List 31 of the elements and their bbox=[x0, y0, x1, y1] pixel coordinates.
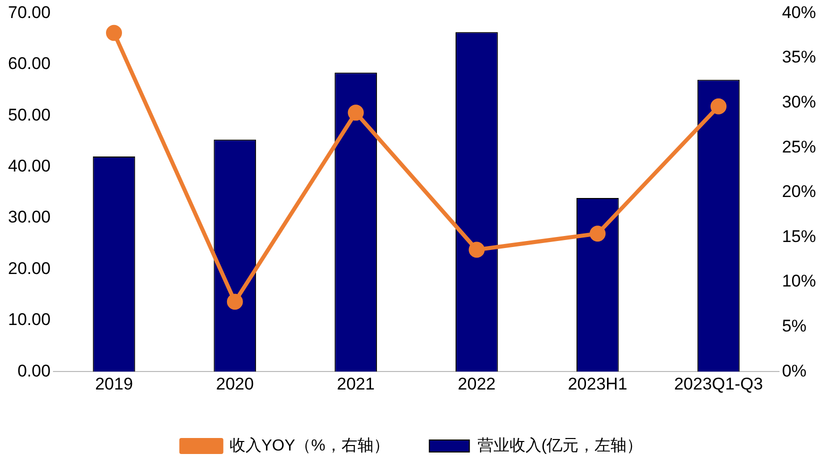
y-tick-label: 50.00 bbox=[8, 105, 51, 124]
x-tick-label: 2021 bbox=[336, 374, 375, 394]
point bbox=[590, 226, 606, 242]
y2-tick-label: 0% bbox=[782, 361, 807, 380]
x-tick-label: 2022 bbox=[458, 374, 496, 394]
point bbox=[348, 104, 364, 121]
point bbox=[710, 98, 727, 114]
y-tick-label: 10.00 bbox=[8, 310, 51, 330]
y2-tick-label: 15% bbox=[782, 226, 816, 246]
x-tick-label: 2019 bbox=[95, 374, 133, 394]
y-tick-label: 30.00 bbox=[8, 208, 51, 227]
y2-tick-label: 35% bbox=[782, 48, 816, 67]
y2-tick-label: 5% bbox=[782, 316, 807, 336]
y2-tick-label: 10% bbox=[782, 272, 816, 291]
x-tick-label: 2023H1 bbox=[568, 374, 628, 394]
y-tick-label: 60.00 bbox=[8, 54, 51, 74]
legend-label: 收入YOY（%，右轴） bbox=[229, 436, 390, 454]
y-tick-label: 20.00 bbox=[8, 258, 51, 278]
point bbox=[106, 24, 122, 41]
y-tick-label: 70.00 bbox=[8, 2, 51, 22]
y2-tick-label: 40% bbox=[782, 2, 816, 22]
x-tick-label: 2020 bbox=[216, 374, 254, 394]
y-tick-label: 40.00 bbox=[8, 156, 51, 176]
legend-label: 营业收入(亿元，左轴） bbox=[477, 436, 643, 454]
x-tick-label: 2023Q1-Q3 bbox=[674, 374, 763, 394]
point bbox=[226, 294, 243, 310]
y2-tick-label: 30% bbox=[782, 92, 816, 112]
y2-tick-label: 25% bbox=[782, 137, 816, 156]
y2-tick-label: 20% bbox=[782, 182, 816, 202]
y-tick-label: 0.00 bbox=[17, 361, 51, 380]
point bbox=[468, 242, 485, 258]
